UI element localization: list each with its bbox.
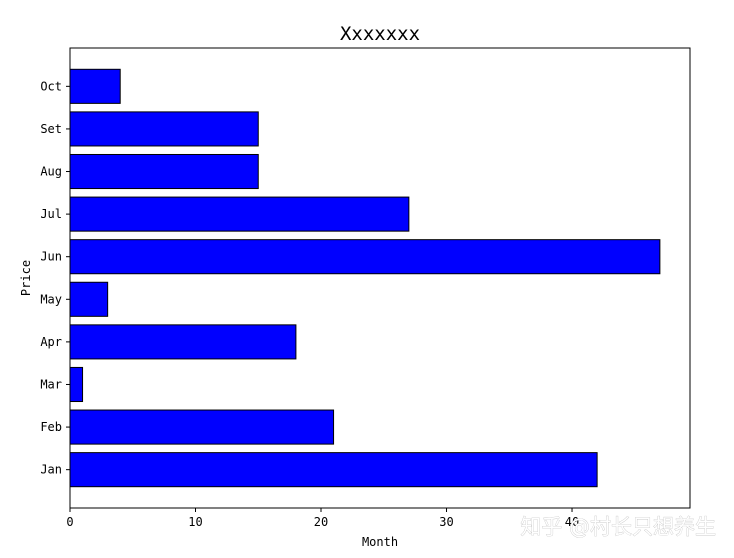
x-tick-label: 40: [565, 515, 579, 529]
bar-feb: [69, 409, 335, 445]
y-tick-label-jun: Jun: [40, 250, 62, 264]
bar-aug: [69, 153, 259, 190]
y-tick-label-jan: Jan: [40, 463, 62, 477]
bar-oct: [69, 68, 121, 104]
bars-group: [69, 68, 661, 488]
x-tick-label: 0: [66, 515, 73, 529]
bar-may: [69, 281, 109, 317]
y-tick-label-feb: Feb: [40, 420, 62, 434]
x-tick-label: 30: [439, 515, 453, 529]
y-tick-label-mar: Mar: [40, 377, 62, 391]
bar-mar: [69, 366, 84, 403]
y-tick-label-oct: Oct: [40, 79, 62, 93]
y-tick-label-apr: Apr: [40, 335, 62, 349]
chart-title: Xxxxxxx: [340, 23, 420, 45]
x-axis-label: Month: [362, 535, 398, 549]
watermark: 知乎 @村长只想养生: [520, 515, 716, 539]
plot-frame: [69, 47, 691, 509]
bar-jun: [69, 239, 661, 275]
bar-jul: [69, 196, 410, 232]
bar-jan: [69, 452, 598, 488]
x-tick-label: 10: [188, 515, 202, 529]
y-axis-ticks: Jan Feb Mar Apr May Jun Jul Aug Set Oct: [40, 79, 70, 477]
y-tick-label-may: May: [40, 292, 62, 306]
x-tick-label: 20: [314, 515, 328, 529]
y-axis-label: Price: [19, 260, 33, 296]
y-tick-label-aug: Aug: [40, 165, 62, 179]
y-tick-label-jul: Jul: [40, 207, 62, 221]
bar-set: [69, 111, 259, 147]
x-axis-ticks: 0 10 20 30 40: [66, 508, 579, 529]
bar-apr: [69, 324, 297, 360]
y-tick-label-set: Set: [40, 122, 62, 136]
